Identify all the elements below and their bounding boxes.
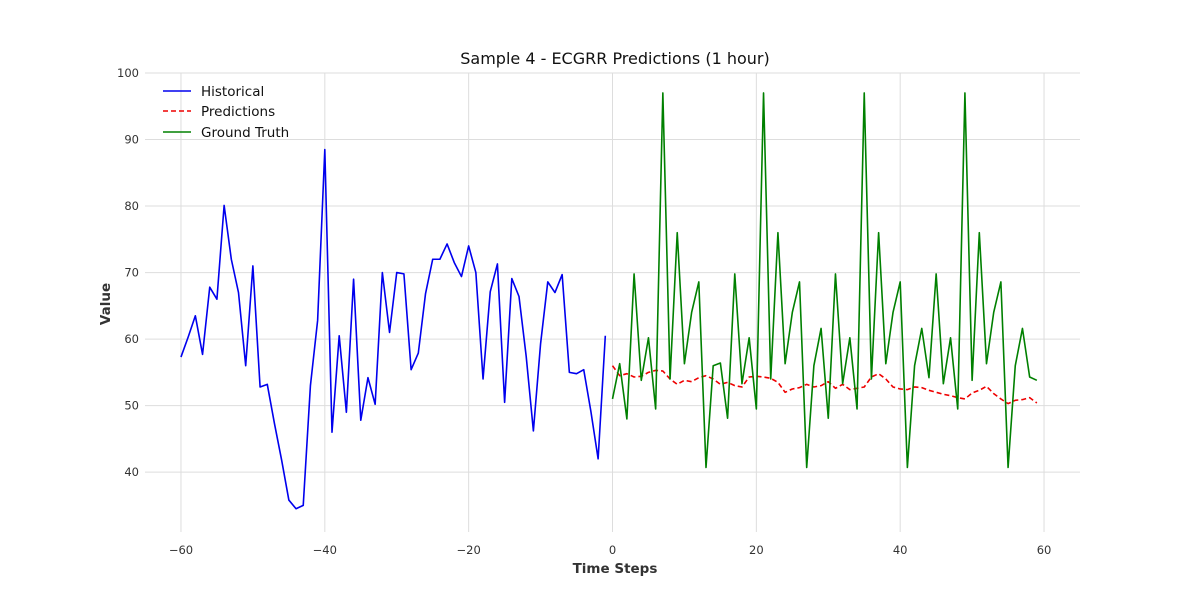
tick-layer: −60 −40 −20 0 20 40 60 40 50 60 70 80 90 100 xyxy=(117,66,1051,557)
historical-line xyxy=(180,148,607,510)
y-tick-label: 100 xyxy=(117,66,139,80)
legend-historical-label: Historical xyxy=(201,84,264,100)
y-tick-label: 60 xyxy=(124,332,139,346)
x-tick-label: 40 xyxy=(893,543,908,557)
y-axis-label: Value xyxy=(98,283,114,325)
legend: Historical Predictions Ground Truth xyxy=(163,84,289,141)
y-tick-label: 80 xyxy=(124,199,139,213)
x-tick-label: −60 xyxy=(169,543,193,557)
ground-truth-line xyxy=(611,92,1038,469)
legend-ground-truth-label: Ground Truth xyxy=(201,125,289,141)
legend-predictions-label: Predictions xyxy=(201,104,275,120)
x-tick-label: 20 xyxy=(749,543,764,557)
y-tick-label: 90 xyxy=(124,133,139,147)
series-layer xyxy=(180,92,1038,510)
y-tick-label: 40 xyxy=(124,465,139,479)
y-tick-label: 50 xyxy=(124,399,139,413)
x-tick-label: 60 xyxy=(1037,543,1052,557)
predictions-line xyxy=(611,365,1038,405)
chart-title: Sample 4 - ECGRR Predictions (1 hour) xyxy=(460,49,770,68)
x-tick-label: 0 xyxy=(609,543,616,557)
x-axis-label: Time Steps xyxy=(573,561,658,577)
x-tick-label: −20 xyxy=(457,543,481,557)
x-tick-label: −40 xyxy=(313,543,337,557)
y-tick-label: 70 xyxy=(124,266,139,280)
